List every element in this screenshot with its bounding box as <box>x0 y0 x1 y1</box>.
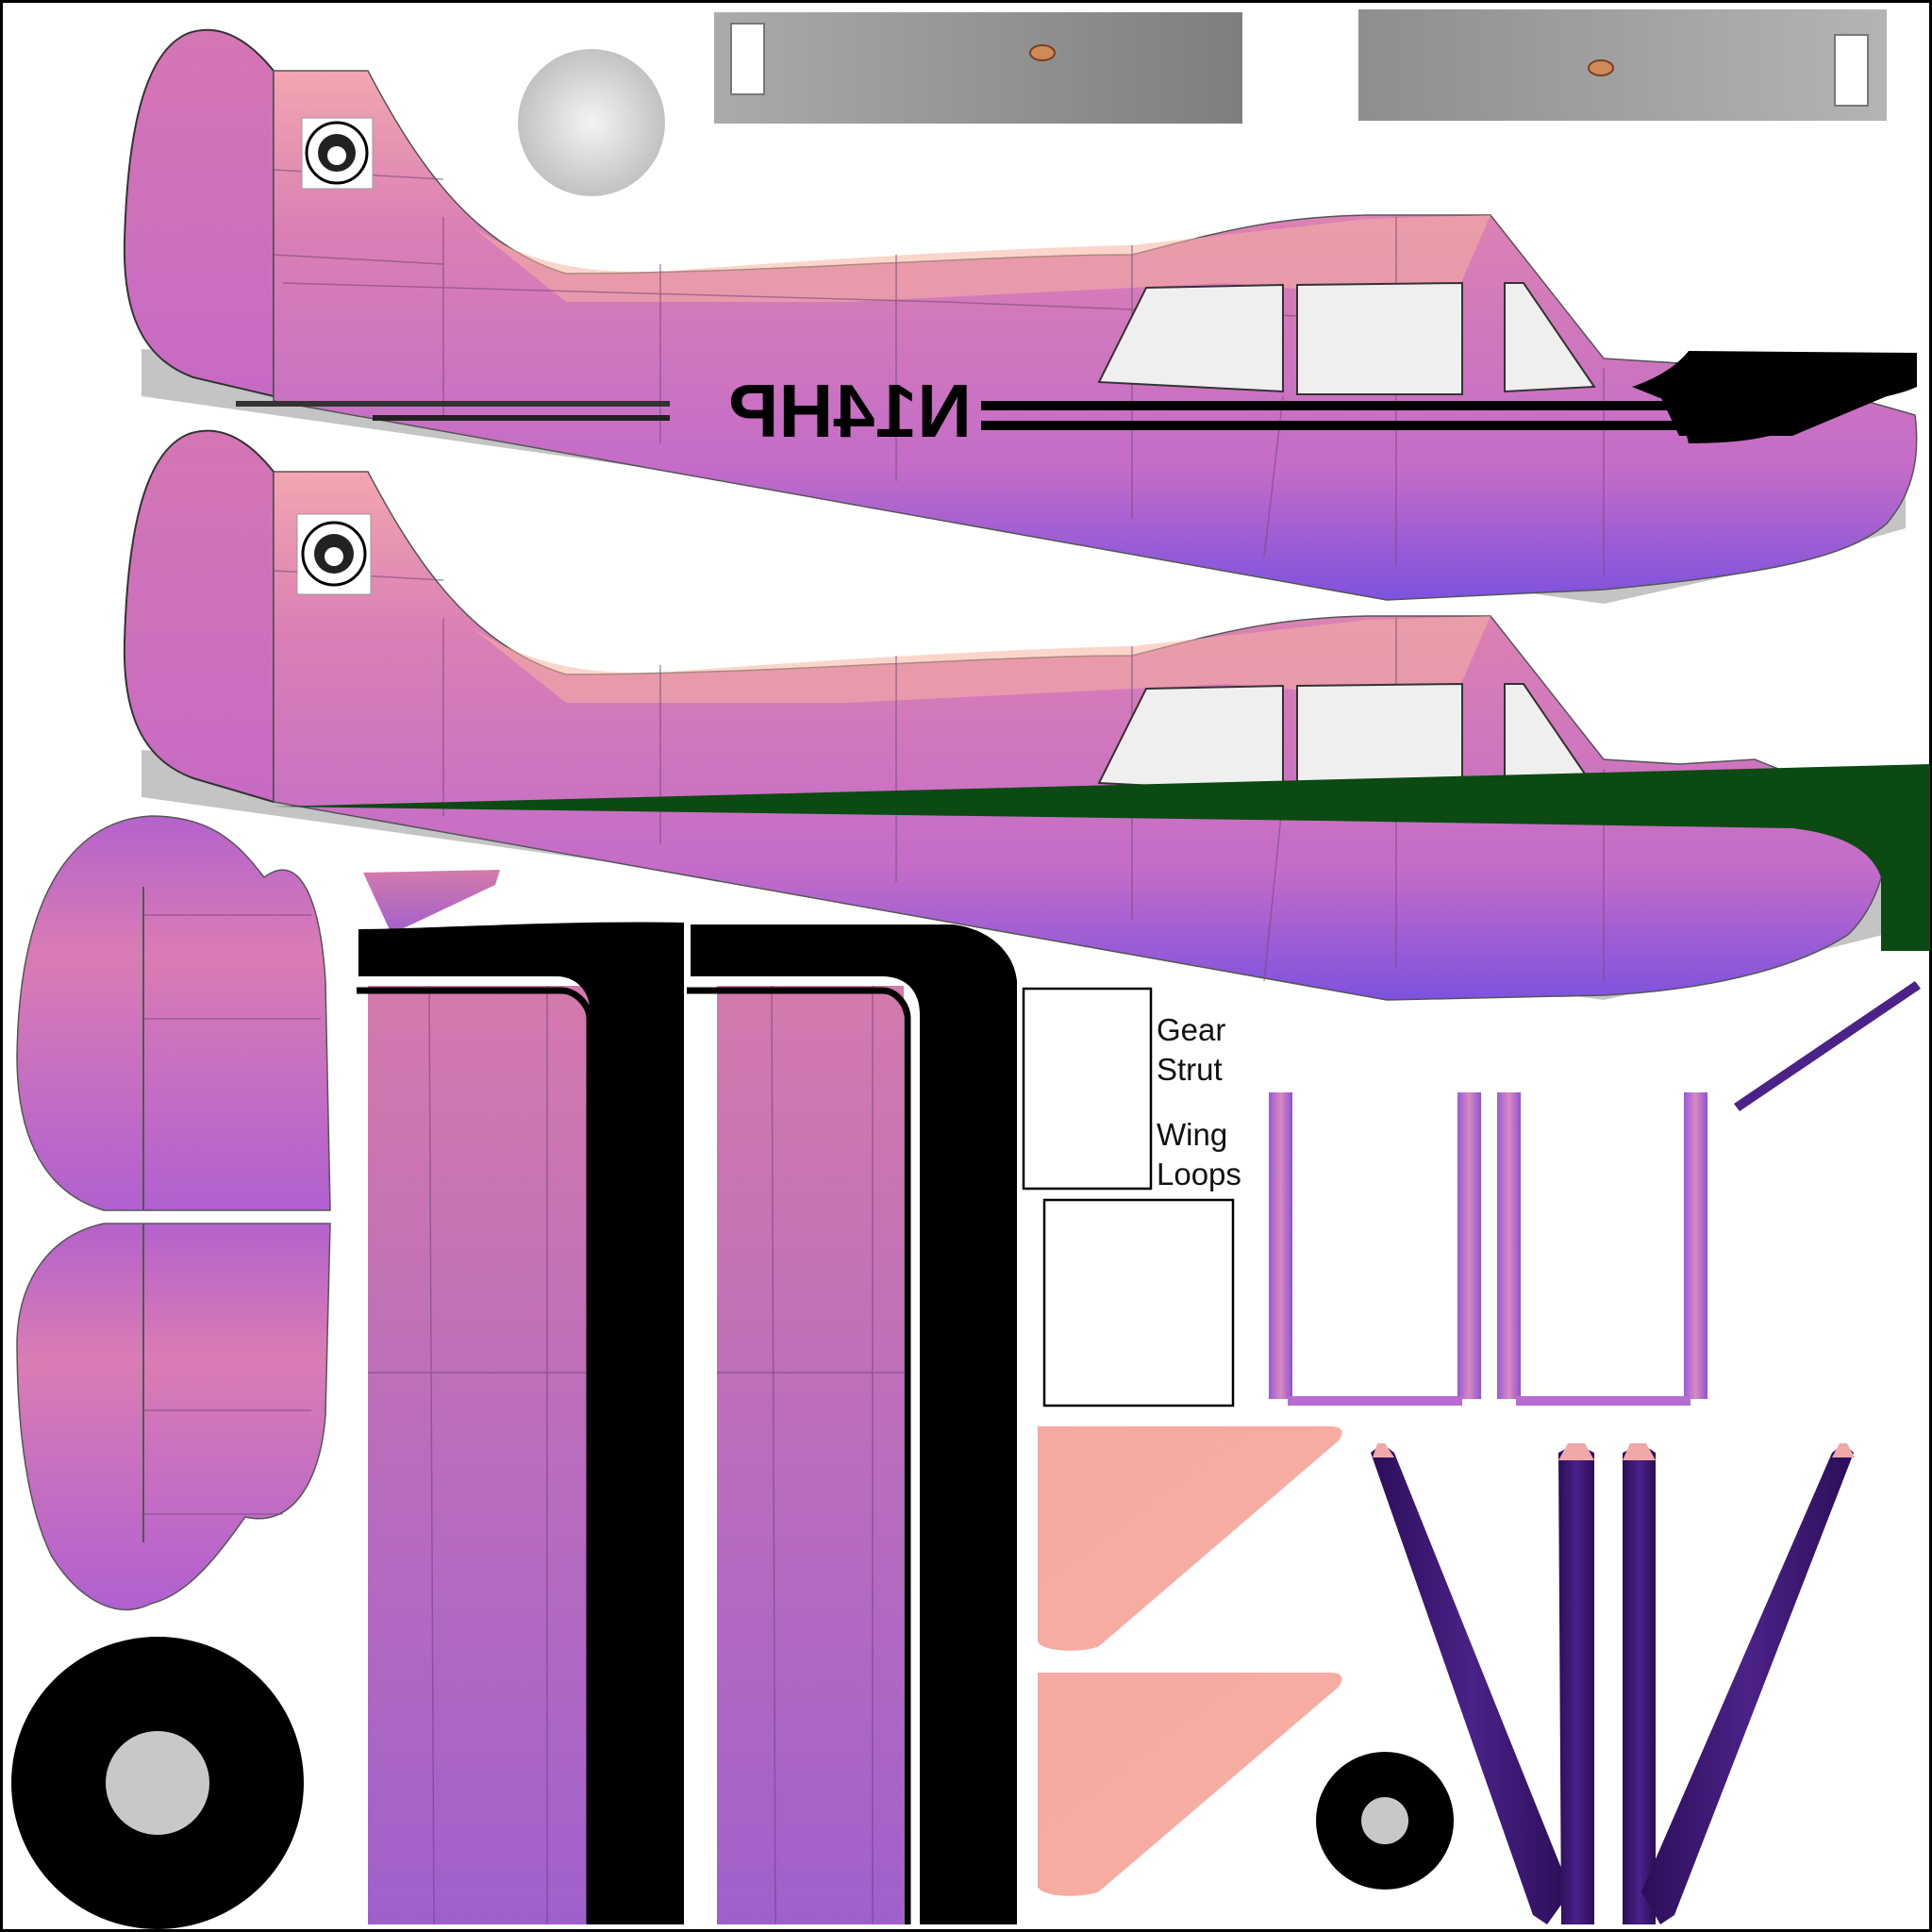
label-wing: Wing <box>1157 1117 1228 1152</box>
fuselage-highlight-2 <box>472 616 1491 703</box>
gear-strut-swatch <box>1022 987 1153 1191</box>
horizontal-stabilizer-left <box>16 815 331 1211</box>
label-gear: Gear <box>1157 1012 1226 1047</box>
fuselage-body <box>273 70 1918 601</box>
wing-struts <box>1371 1443 1855 1924</box>
wing-stripe-thin <box>357 987 593 1924</box>
cabin-window-front <box>1097 283 1284 393</box>
wing-stripe-thin-2 <box>687 987 911 1924</box>
husky-logo <box>301 117 374 190</box>
strut-outer-left <box>1371 1443 1571 1924</box>
cabin-window-mid <box>1296 281 1463 395</box>
fuselage-side-top: N14HP <box>123 28 1918 604</box>
fuselage-side-bottom <box>123 429 1930 1001</box>
cabin-window-rear <box>1504 282 1596 393</box>
wing-stripe-thick <box>358 922 684 1925</box>
strut-outer-right <box>1641 1443 1854 1924</box>
fairing-lower <box>1038 1673 1342 1896</box>
wing-stripe-thick-2 <box>691 924 1017 1924</box>
main-wheel <box>11 1637 304 1929</box>
strut-inner-right <box>1623 1443 1656 1924</box>
label-loops: Loops <box>1157 1157 1241 1191</box>
tail-fin <box>123 28 275 398</box>
strut-inner-left <box>1558 1443 1594 1924</box>
registration-mark: N14HP <box>728 369 972 453</box>
diagonal-rod <box>1734 981 1921 1111</box>
tail-fin-2 <box>123 429 275 804</box>
horizontal-stabilizer-right <box>16 1223 331 1610</box>
cheat-line <box>236 396 1887 436</box>
wing-panel-left <box>357 922 684 1925</box>
green-stripe <box>274 764 1930 951</box>
label-strut: Strut <box>1157 1052 1223 1087</box>
wing-panel-right <box>687 924 1017 1925</box>
spinner-disc <box>518 49 665 196</box>
husky-logo-2 <box>296 513 372 595</box>
small-triangle-part <box>363 870 500 934</box>
fuselage-highlight <box>472 215 1491 302</box>
grey-panel-left <box>714 12 1242 124</box>
grey-panel-right <box>1358 9 1887 121</box>
gear-tube-set-left <box>1269 1092 1481 1406</box>
fairing-upper <box>1038 1426 1342 1651</box>
wing-loops-swatch <box>1042 1198 1235 1407</box>
gear-tube-set-right <box>1497 1092 1707 1406</box>
tail-wheel <box>1316 1752 1454 1890</box>
